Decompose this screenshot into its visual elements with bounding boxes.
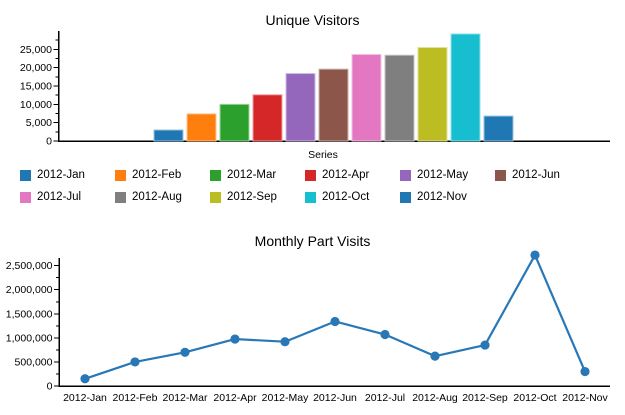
- legend-label: 2012-Jun: [512, 169, 560, 181]
- bar-2012-Mar[interactable]: [219, 103, 250, 142]
- point-2012-Sep[interactable]: [480, 340, 490, 350]
- bar-chart: 0 5,000 10,000 15,000 20,000 25,000 Series: [20, 31, 610, 161]
- legend-item-2012-Jan[interactable]: 2012-Jan: [20, 169, 85, 181]
- line-x-tick-label: 2012-Jul: [365, 392, 405, 404]
- point-2012-Jul[interactable]: [380, 329, 390, 340]
- legend-swatch: [305, 191, 316, 203]
- line-x-tick-label: 2012-Apr: [213, 392, 257, 404]
- bar-2012-Sep[interactable]: [417, 47, 448, 142]
- bar-y-tick-label: 25,000: [20, 44, 52, 56]
- bar-y-tick-label: 15,000: [20, 81, 52, 93]
- line-x-tick-label: 2012-Sep: [462, 392, 508, 404]
- point-2012-Feb[interactable]: [130, 357, 140, 367]
- line-x-tick-label: 2012-Jan: [63, 392, 107, 404]
- legend-swatch: [400, 191, 411, 203]
- point-2012-May[interactable]: [280, 337, 290, 347]
- line-y-tick-label: 1,500,000: [6, 308, 53, 320]
- line-chart: 0 500,000 1,000,000 1,500,000 2,000,000 2,500…: [6, 250, 610, 404]
- legend-label: 2012-Mar: [227, 169, 277, 181]
- point-2012-Apr[interactable]: [230, 334, 240, 344]
- bar-y-tick-label: 20,000: [20, 62, 52, 74]
- legend-swatch: [400, 169, 411, 181]
- legend-swatch: [20, 169, 31, 181]
- legend-swatch: [20, 191, 31, 203]
- bar-chart-title: Unique Visitors: [265, 12, 360, 28]
- point-2012-Jun[interactable]: [330, 316, 340, 327]
- legend-label: 2012-Jan: [37, 169, 85, 181]
- bar-y-tick-label: 10,000: [20, 99, 52, 111]
- legend-swatch: [495, 169, 506, 181]
- legend-label: 2012-Apr: [322, 169, 370, 181]
- bar-2012-Feb[interactable]: [186, 113, 217, 142]
- line-x-tick-label: 2012-Mar: [163, 392, 208, 404]
- legend-label: 2012-Feb: [132, 169, 182, 181]
- line-x-tick-label: 2012-Feb: [113, 392, 158, 404]
- legend-swatch: [305, 169, 316, 181]
- bar-2012-Jun[interactable]: [318, 68, 349, 142]
- point-2012-Mar[interactable]: [180, 347, 190, 357]
- legend-label: 2012-Aug: [132, 191, 182, 203]
- bar-2012-Aug[interactable]: [384, 54, 415, 142]
- point-2012-Oct[interactable]: [530, 250, 540, 260]
- legend-swatch: [210, 169, 221, 181]
- legend-item-2012-Feb[interactable]: 2012-Feb: [115, 169, 181, 181]
- legend-item-2012-Oct[interactable]: 2012-Oct: [305, 191, 369, 203]
- line-x-tick-label: 2012-Oct: [513, 392, 556, 404]
- line-y-tick-label: 1,000,000: [6, 332, 53, 344]
- bar-x-axis-title: Series: [308, 149, 338, 161]
- legend-item-2012-Sep[interactable]: 2012-Sep: [210, 191, 277, 203]
- legend-item-2012-Apr[interactable]: 2012-Apr: [305, 169, 369, 181]
- legend-label: 2012-Oct: [322, 191, 370, 203]
- bar-2012-Oct[interactable]: [450, 33, 481, 142]
- bar-2012-Nov[interactable]: [483, 115, 514, 142]
- line-chart-title: Monthly Part Visits: [254, 233, 371, 249]
- bar-2012-May[interactable]: [285, 73, 316, 142]
- line-x-tick-label: 2012-May: [262, 392, 309, 404]
- bar-2012-Apr[interactable]: [252, 94, 283, 142]
- legend-label: 2012-Sep: [227, 191, 277, 203]
- legend-item-2012-May[interactable]: 2012-May: [400, 169, 468, 181]
- legend-item-2012-Mar[interactable]: 2012-Mar: [210, 169, 276, 181]
- legend-label: 2012-May: [417, 169, 469, 181]
- bar-y-tick-label: 0: [46, 136, 52, 148]
- line-x-tick-label: 2012-Aug: [412, 392, 458, 404]
- legend-item-2012-Aug[interactable]: 2012-Aug: [115, 191, 182, 203]
- line-y-tick-label: 0: [47, 381, 53, 393]
- line-y-tick-label: 500,000: [15, 356, 53, 368]
- legend-swatch: [115, 191, 126, 203]
- line-y-tick-label: 2,000,000: [6, 284, 53, 296]
- legend-item-2012-Nov[interactable]: 2012-Nov: [400, 191, 467, 203]
- bar-2012-Jan[interactable]: [153, 129, 184, 142]
- legend-label: 2012-Nov: [417, 191, 467, 203]
- line-x-tick-label: 2012-Nov: [562, 392, 608, 404]
- legend-label: 2012-Jul: [37, 191, 82, 203]
- legend-item-2012-Jul[interactable]: 2012-Jul: [20, 191, 81, 203]
- bar-2012-Jul[interactable]: [351, 53, 382, 142]
- legend-item-2012-Jun[interactable]: 2012-Jun: [495, 169, 560, 181]
- point-2012-Nov[interactable]: [580, 366, 590, 377]
- line-y-tick-label: 2,500,000: [6, 260, 53, 272]
- legend-swatch: [115, 169, 126, 181]
- legend-swatch: [210, 191, 221, 203]
- bar-y-tick-label: 5,000: [26, 117, 52, 129]
- line-x-tick-label: 2012-Jun: [313, 392, 357, 404]
- point-2012-Jan[interactable]: [80, 374, 90, 384]
- point-2012-Aug[interactable]: [430, 351, 440, 361]
